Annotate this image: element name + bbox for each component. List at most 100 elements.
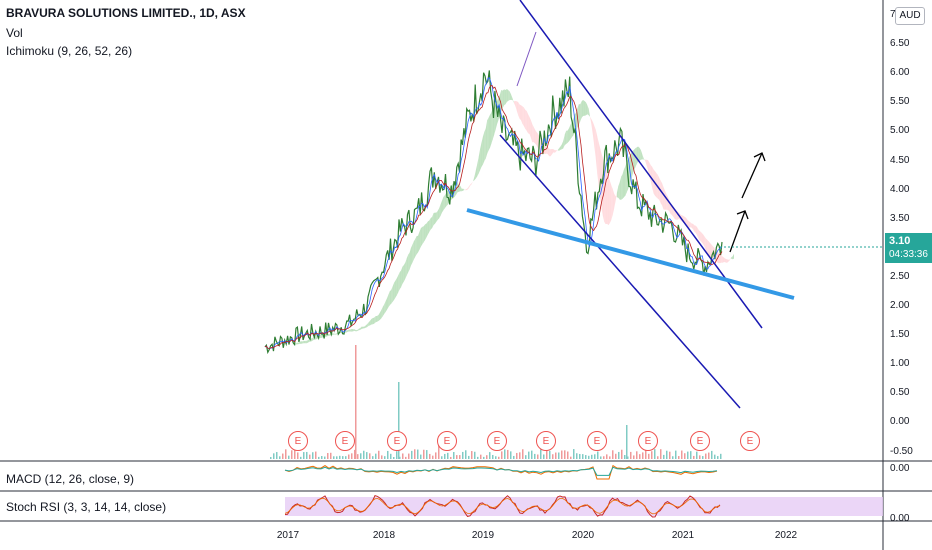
- cloud-segment: [687, 219, 689, 228]
- earnings-marker[interactable]: E: [437, 431, 457, 451]
- cloud-segment: [595, 129, 598, 173]
- volume-bar: [309, 454, 311, 459]
- cloud-segment: [402, 265, 404, 284]
- volume-bar: [558, 452, 560, 459]
- macd-signal-line: [284, 466, 718, 476]
- earnings-marker[interactable]: E: [690, 431, 710, 451]
- volume-bar: [513, 455, 515, 459]
- volume-bar: [681, 450, 683, 459]
- cloud-segment: [504, 89, 506, 106]
- price-axis-label: 0.50: [890, 387, 910, 399]
- price-axis-label: 1.00: [890, 358, 910, 370]
- cloud-segment: [550, 149, 552, 157]
- currency-badge[interactable]: AUD: [895, 7, 925, 25]
- volume-bar: [306, 451, 308, 459]
- cloud-segment: [698, 230, 701, 241]
- volume-bar: [717, 456, 719, 459]
- cloud-segment: [639, 147, 641, 161]
- cloud-segment: [360, 326, 362, 330]
- cloud-segment: [375, 316, 378, 323]
- cloud-segment: [353, 329, 355, 332]
- volume-bar: [414, 449, 416, 459]
- volume-bar: [636, 451, 638, 459]
- cloud-segment: [570, 122, 572, 140]
- volume-bar: [444, 453, 446, 459]
- cloud-segment: [633, 148, 636, 171]
- cloud-segment: [389, 289, 392, 306]
- cloud-segment: [584, 101, 586, 116]
- volume-bar: [645, 449, 647, 459]
- volume-bar: [585, 455, 587, 459]
- price-axis-label: 5.00: [890, 125, 910, 137]
- volume-bar: [573, 449, 575, 459]
- cloud-segment: [481, 136, 483, 167]
- volume-bar: [549, 450, 551, 459]
- macd-legend[interactable]: MACD (12, 26, close, 9): [6, 472, 135, 486]
- cloud-segment: [616, 186, 619, 198]
- last-price-value: 3.10: [889, 235, 911, 247]
- cloud-segment: [648, 160, 650, 177]
- cloud-segment: [523, 107, 526, 129]
- volume-bar: [420, 454, 422, 459]
- earnings-marker[interactable]: E: [387, 431, 407, 451]
- extension-trendline: [516, 31, 537, 87]
- volume-bar: [291, 450, 293, 459]
- cloud-segment: [351, 328, 354, 332]
- ichimoku-kijun-line: [264, 85, 723, 349]
- cloud-segment: [693, 223, 695, 232]
- cloud-segment: [302, 341, 304, 344]
- cloud-segment: [559, 146, 561, 151]
- volume-bar: [321, 456, 323, 459]
- cloud-segment: [475, 163, 478, 179]
- stoch-rsi-legend[interactable]: Stoch RSI (3, 3, 14, 14, close): [6, 500, 167, 514]
- volume-bar: [279, 456, 281, 459]
- cloud-segment: [701, 232, 703, 244]
- volume-bar: [398, 382, 400, 459]
- volume-bar: [543, 454, 545, 459]
- cloud-segment: [703, 234, 705, 247]
- cloud-segment: [521, 105, 523, 124]
- volume-bar: [678, 456, 680, 459]
- cloud-segment: [590, 116, 592, 126]
- volume-bar: [318, 456, 320, 459]
- cloud-segment: [528, 114, 530, 134]
- volume-bar: [288, 455, 290, 459]
- cloud-segment: [377, 314, 379, 322]
- cloud-segment: [695, 225, 698, 236]
- cloud-segment: [549, 148, 551, 157]
- ichimoku-legend[interactable]: Ichimoku (9, 26, 52, 26): [6, 44, 133, 58]
- volume-bar: [429, 453, 431, 459]
- cloud-segment: [436, 210, 438, 222]
- earnings-marker[interactable]: E: [536, 431, 556, 451]
- cloud-segment: [649, 162, 651, 182]
- cloud-segment: [471, 181, 474, 185]
- volume-bar: [600, 456, 602, 459]
- volume-bar: [354, 449, 356, 459]
- cloud-segment: [468, 184, 471, 189]
- cloud-segment: [567, 128, 569, 143]
- cloud-segment: [460, 186, 462, 192]
- earnings-marker[interactable]: E: [288, 431, 308, 451]
- volume-bar: [687, 451, 689, 459]
- cloud-segment: [726, 259, 729, 263]
- earnings-marker[interactable]: E: [638, 431, 658, 451]
- cloud-segment: [378, 312, 380, 321]
- volume-bar: [474, 451, 476, 459]
- volume-bar: [672, 456, 674, 459]
- cloud-segment: [515, 101, 517, 111]
- projection-arrow-1: [729, 210, 749, 253]
- cloud-segment: [336, 332, 338, 335]
- volume-bar: [609, 456, 611, 459]
- earnings-marker[interactable]: E: [740, 431, 760, 451]
- cloud-segment: [406, 254, 409, 276]
- volume-legend[interactable]: Vol: [6, 26, 23, 40]
- cloud-segment: [662, 183, 664, 210]
- volume-bar: [720, 453, 722, 459]
- earnings-marker[interactable]: E: [335, 431, 355, 451]
- symbol-title[interactable]: BRAVURA SOLUTIONS LIMITED., 1D, ASX: [6, 6, 246, 20]
- cloud-segment: [466, 188, 468, 191]
- volume-bar: [537, 454, 539, 459]
- earnings-marker[interactable]: E: [587, 431, 607, 451]
- earnings-marker[interactable]: E: [487, 431, 507, 451]
